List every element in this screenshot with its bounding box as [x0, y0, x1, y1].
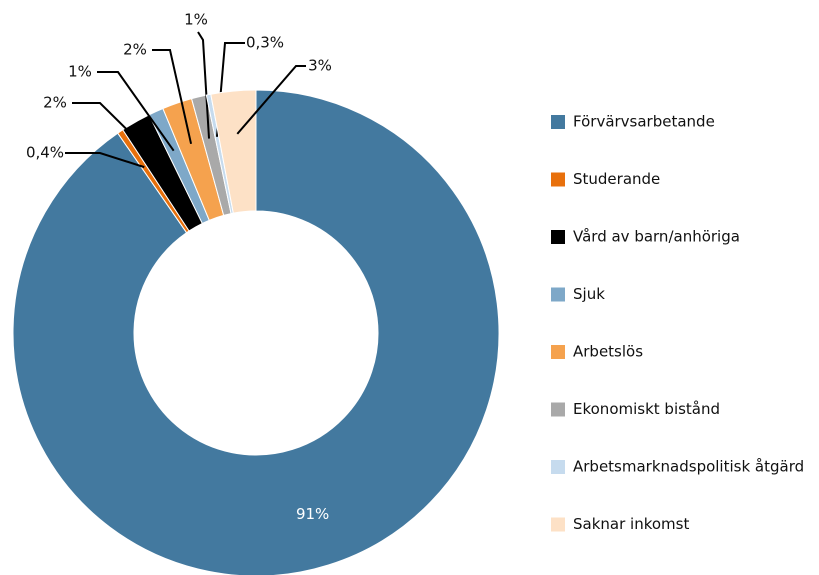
leader-line — [152, 49, 193, 145]
legend-label: Vård av barn/anhöriga — [573, 228, 740, 246]
leader-line — [72, 102, 158, 160]
legend-label: Arbetsmarknadspolitisk åtgärd — [573, 458, 804, 476]
legend-label: Saknar inkomst — [573, 515, 689, 533]
data-label: 91% — [296, 505, 329, 523]
legend-label: Sjuk — [573, 285, 605, 303]
donut-slice — [210, 89, 257, 214]
legend-swatch — [551, 517, 565, 532]
legend-swatch — [551, 172, 565, 187]
leader-line — [197, 31, 211, 139]
data-label: 2% — [123, 41, 147, 59]
legend-label: Studerande — [573, 170, 660, 188]
legend-swatch — [551, 460, 565, 474]
legend-label: Arbetslös — [573, 343, 643, 361]
donut-slice — [12, 89, 500, 575]
data-label: 1% — [68, 63, 92, 81]
legend-swatch — [551, 115, 565, 129]
legend-swatch — [551, 345, 565, 359]
legend-label: Förvärvsarbetande — [573, 113, 715, 131]
leader-line — [97, 71, 175, 152]
legend-swatch — [551, 230, 565, 244]
data-label: 0,4% — [26, 144, 64, 162]
leader-line — [65, 152, 145, 169]
data-label: 0,3% — [246, 34, 284, 52]
leader-line — [236, 65, 306, 135]
legend-label: Ekonomiskt bistånd — [573, 400, 720, 418]
data-label: 2% — [43, 94, 67, 112]
legend-swatch — [551, 402, 565, 417]
legend-swatch — [551, 287, 565, 302]
data-label: 1% — [184, 11, 208, 29]
data-label: 3% — [308, 57, 332, 75]
